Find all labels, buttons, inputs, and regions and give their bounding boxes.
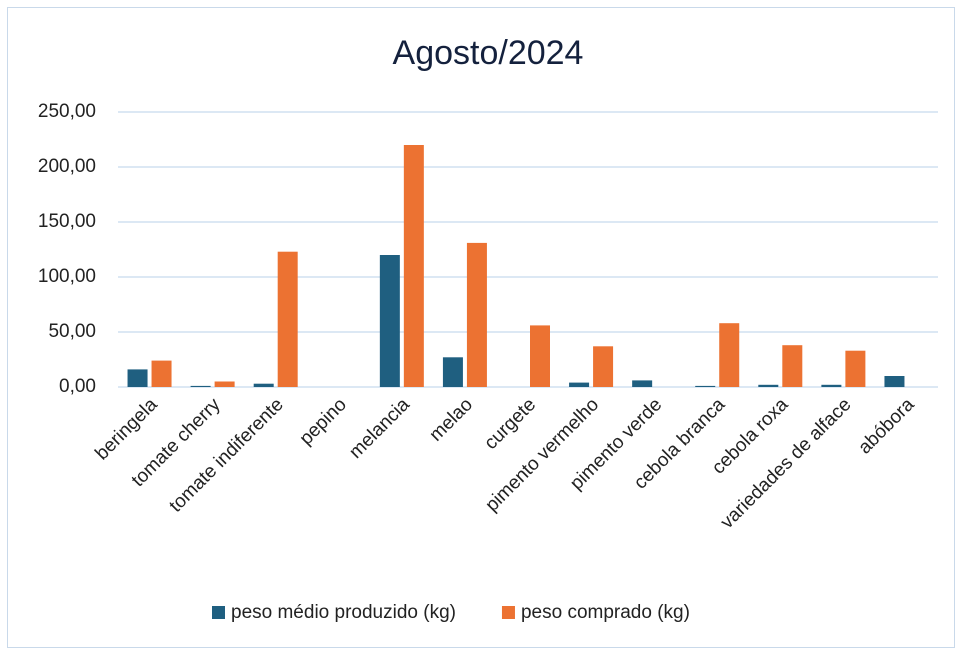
legend-swatch <box>501 606 515 619</box>
bar <box>593 346 614 387</box>
bar <box>821 384 842 387</box>
bar <box>569 382 590 387</box>
bar <box>277 251 298 387</box>
bar <box>845 350 866 387</box>
bar <box>884 376 905 387</box>
bar <box>466 242 487 387</box>
bar <box>253 383 274 387</box>
bar <box>695 385 716 387</box>
chart-title: Agosto/2024 <box>393 34 584 72</box>
bar <box>214 381 235 387</box>
bar <box>379 255 400 387</box>
y-tick-label: 0,00 <box>59 376 96 397</box>
legend-label: peso médio produzido (kg) <box>231 602 456 623</box>
bar <box>719 323 740 387</box>
legend-label: peso comprado (kg) <box>521 602 690 623</box>
bar <box>151 360 172 387</box>
bar <box>632 380 653 387</box>
bar <box>782 345 803 387</box>
y-tick-label: 250,00 <box>38 101 96 122</box>
bar <box>758 384 779 387</box>
y-tick-label: 50,00 <box>48 321 96 342</box>
y-tick-label: 150,00 <box>38 211 96 232</box>
y-tick-label: 200,00 <box>38 156 96 177</box>
bar <box>190 385 211 387</box>
bar <box>530 325 550 387</box>
bar <box>442 357 463 387</box>
y-tick-label: 100,00 <box>38 266 96 287</box>
legend-swatch <box>212 606 225 619</box>
bar <box>403 145 424 387</box>
bar <box>127 369 148 387</box>
